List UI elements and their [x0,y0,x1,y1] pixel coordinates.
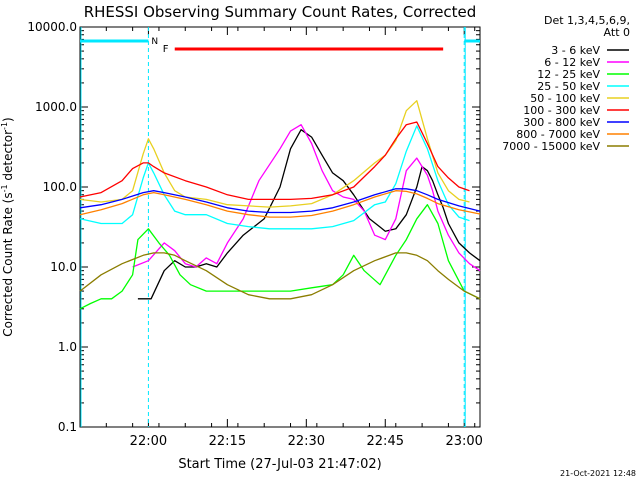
legend-label: 6 - 12 keV [544,56,600,69]
x-tick-label: 22:15 [209,434,246,449]
legend-label: 100 - 300 keV [523,104,600,117]
series-line-50to100keV [79,100,470,208]
legend-header-line2: Att 0 [604,26,630,39]
flare-label: F [163,44,169,55]
legend-label: 50 - 100 keV [530,92,600,105]
series-line-12to25keV [79,204,481,310]
legend-label: 300 - 800 keV [523,116,600,129]
series-line-800to7000keV [79,190,481,218]
legend-label: 7000 - 15000 keV [502,140,600,153]
y-axis-label-exp1: -1 [0,184,9,192]
series-line-100to300keV [79,121,470,201]
y-tick-label: 10.0 [50,260,77,274]
series-line-3to6keV [137,129,481,300]
legend-label: 800 - 7000 keV [516,128,600,141]
footer-timestamp: 21-Oct-2021 12:48 [560,469,636,478]
series-line-7000to15000keV [79,252,481,300]
series-line-25to50keV [79,125,470,230]
x-tick-label: 23:00 [445,434,482,449]
plot-frame [79,26,481,428]
y-axis-label-main: Corrected Count Rate (s [1,192,15,336]
y-axis-label-exp2: -1 [0,122,9,130]
night-label: N [151,37,158,47]
time-interval-markers: NF [80,27,480,427]
x-axis: 22:00 22:15 22:30 22:45 23:00 [79,27,483,449]
legend-header-line1: Det 1,3,4,5,6,9, [544,14,630,27]
x-tick-label: 22:00 [130,434,167,449]
y-tick-label: 1000.0 [35,100,77,114]
y-tick-label: 1.0 [58,340,77,354]
series-line-300to800keV [79,188,481,214]
y-tick-label: 10000.0 [27,20,77,34]
legend-label: 3 - 6 keV [551,44,600,57]
y-tick-label: 0.1 [58,420,77,434]
y-axis: 0.1 1.0 10.0 100.0 1000.0 10000.0 [27,20,480,434]
legend-label: 12 - 25 keV [537,68,600,81]
chart-title: RHESSI Observing Summary Count Rates, Co… [84,3,477,21]
y-axis-label-close: ) [1,117,15,122]
x-axis-label: Start Time (27-Jul-03 21:47:02) [178,457,381,472]
series-group [79,100,481,310]
y-axis-label-mid: detector [1,130,15,185]
legend-label: 25 - 50 keV [537,80,600,93]
x-tick-label: 22:30 [288,434,325,449]
series-line-6to12keV [132,124,481,272]
y-axis-label: Corrected Count Rate (s-1 detector-1) [0,117,15,336]
y-tick-label: 100.0 [43,180,77,194]
x-tick-label: 22:45 [367,434,404,449]
